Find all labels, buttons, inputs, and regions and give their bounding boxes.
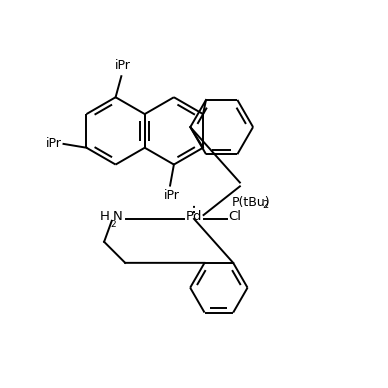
Text: Cl: Cl (229, 210, 241, 223)
Text: iPr: iPr (46, 137, 62, 151)
Text: N: N (113, 210, 122, 223)
Text: H: H (100, 210, 110, 223)
Text: Pd: Pd (186, 210, 202, 223)
Text: 2: 2 (111, 220, 116, 229)
Text: iPr: iPr (164, 189, 180, 203)
Text: 2: 2 (262, 200, 268, 210)
Text: P(tBu): P(tBu) (232, 196, 271, 209)
Text: iPr: iPr (114, 59, 130, 73)
